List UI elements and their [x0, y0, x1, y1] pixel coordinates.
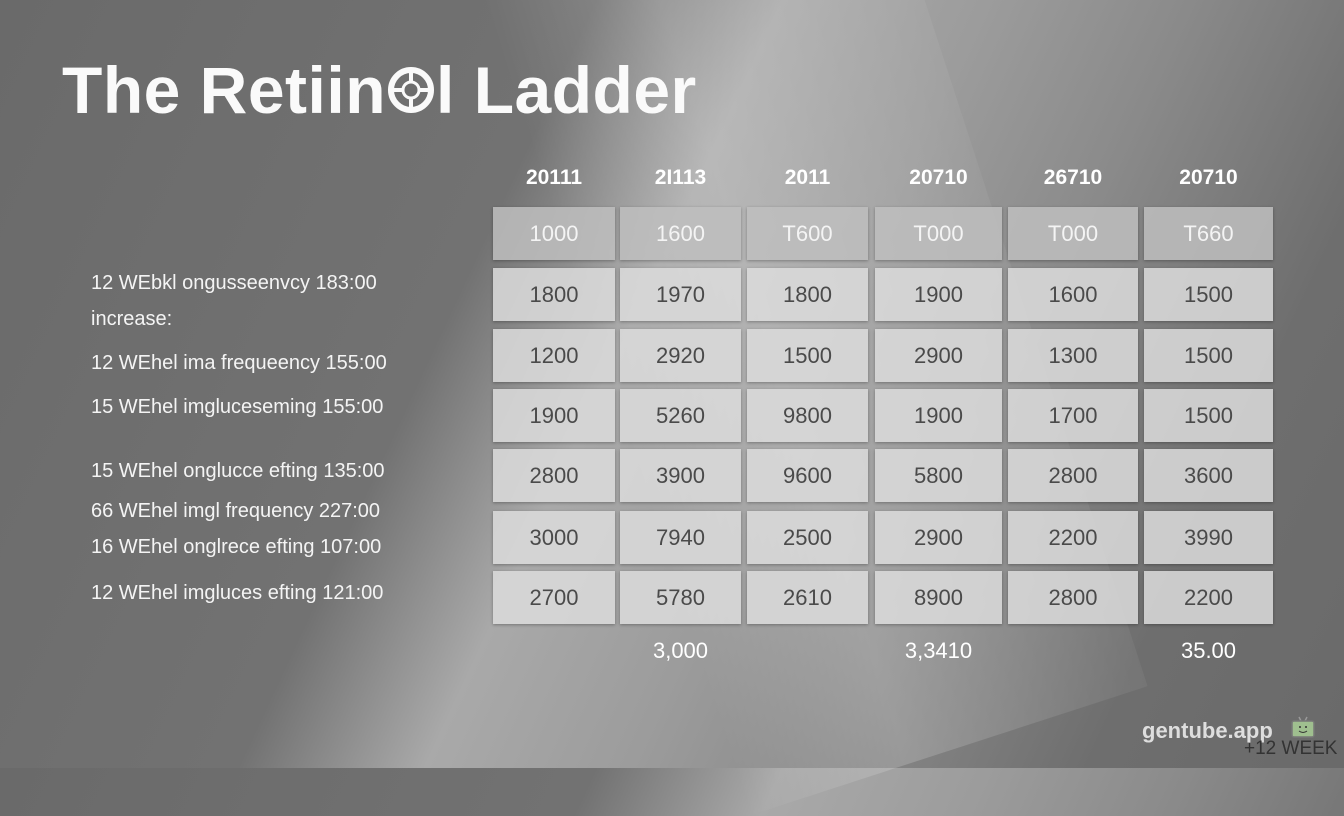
table-cell: 3000 [493, 511, 615, 564]
table-cell: T600 [747, 207, 868, 260]
table-cell: T000 [875, 207, 1002, 260]
table-cell: 2800 [1008, 449, 1138, 502]
table-cell: 2610 [747, 571, 868, 624]
table-cell: 5800 [875, 449, 1002, 502]
row-label: 12 WEhel ima frequeency 155:00 [91, 352, 387, 374]
table-cell: 3600 [1144, 449, 1273, 502]
table-cell: 1900 [493, 389, 615, 442]
table-cell: 2800 [493, 449, 615, 502]
table-cell: 1300 [1008, 329, 1138, 382]
table-cell: 2800 [1008, 571, 1138, 624]
table-cell: 2900 [875, 329, 1002, 382]
table-cell: 1500 [1144, 268, 1273, 321]
page-title: The Retiin l Ladder [62, 52, 697, 128]
table-cell: 9800 [747, 389, 868, 442]
table-cell: 1500 [1144, 329, 1273, 382]
row-label: 15 WEhel imgluceseming 155:00 [91, 396, 384, 418]
column-header: 20710 [909, 166, 968, 189]
table-cell: 2500 [747, 511, 868, 564]
table-cell: 1000 [493, 207, 615, 260]
table-cell: 1600 [1008, 268, 1138, 321]
column-header: 2I113 [654, 166, 707, 189]
watermark-caption: +12 WEEK [1244, 738, 1338, 759]
table-cell: 2200 [1008, 511, 1138, 564]
row-label: 12 WEbkl ongusseenvcy 183:00 [91, 272, 377, 294]
column-header: 20710 [1179, 166, 1238, 189]
table-cell: 2200 [1144, 571, 1273, 624]
column-total: 35.00 [1180, 638, 1237, 663]
table-cell: 8900 [875, 571, 1002, 624]
wheel-icon [388, 67, 435, 113]
table-cell: 1970 [620, 268, 741, 321]
table-cell: 2920 [620, 329, 741, 382]
table-cell: 7940 [620, 511, 741, 564]
table-cell: 1200 [493, 329, 615, 382]
table-cell: 1700 [1008, 389, 1138, 442]
column-header: 20111 [525, 166, 583, 189]
table-cell: 5780 [620, 571, 741, 624]
tv-icon [1291, 716, 1315, 738]
table-cell: 1800 [747, 268, 868, 321]
table-cell: 3900 [620, 449, 741, 502]
column-total: 3,000 [652, 638, 709, 663]
title-text-end: l Ladder [436, 53, 697, 127]
row-label: 12 WEhel imgluces efting 121:00 [91, 582, 384, 604]
table-cell: 3990 [1144, 511, 1273, 564]
table-cell: 1900 [875, 268, 1002, 321]
table-cell: 2900 [875, 511, 1002, 564]
row-label: increase: [91, 308, 173, 330]
table-cell: T660 [1144, 207, 1273, 260]
column-header: 26710 [1043, 166, 1103, 189]
table-cell: T000 [1008, 207, 1138, 260]
table-cell: 2700 [493, 571, 615, 624]
watermark-brand: gentube.app [1142, 718, 1273, 743]
table-cell: 1800 [493, 268, 615, 321]
row-label: 16 WEhel onglrece efting 107:00 [91, 536, 382, 558]
table-cell: 5260 [620, 389, 741, 442]
table-cell: 1600 [620, 207, 741, 260]
title-text-start: The Retiin [62, 53, 387, 127]
column-total: 3,3410 [904, 638, 973, 663]
table-cell: 1500 [1144, 389, 1273, 442]
table-cell: 9600 [747, 449, 868, 502]
row-label: 66 WEhel imgl frequency 227:00 [91, 500, 381, 522]
row-label: 15 WEhel onglucce efting 135:00 [91, 460, 385, 482]
table-cell: 1900 [875, 389, 1002, 442]
column-header: 2011 [784, 166, 831, 189]
table-cell: 1500 [747, 329, 868, 382]
